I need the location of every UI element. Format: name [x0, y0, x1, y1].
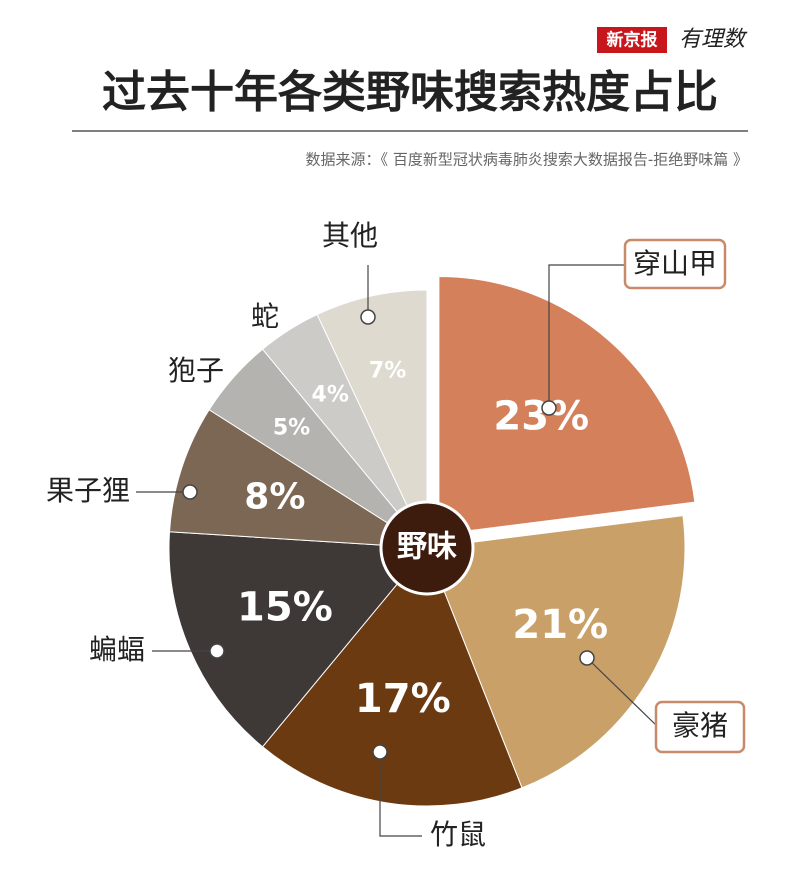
callout-dot [209, 643, 225, 659]
center-circle [379, 500, 475, 596]
callout-dot [372, 744, 388, 760]
callout-line [586, 657, 659, 728]
callout-line [379, 752, 422, 837]
brand: 新京报 [607, 30, 658, 51]
pie-slice [426, 515, 686, 789]
category-label: 蝙蝠 [89, 633, 145, 666]
callout-line [548, 264, 625, 408]
category-label: 其他 [322, 219, 378, 252]
callout-dot [579, 650, 595, 666]
value-label: 21% [512, 602, 608, 648]
category-label: 蛇 [251, 300, 279, 333]
callout-dot [541, 400, 557, 416]
source: 数据来源：《 百度新型冠状病毒肺炎搜索大数据报告-拒绝野味篇 》 [306, 151, 748, 169]
chart-title: 过去十年各类野味搜索热度占比 [102, 67, 718, 118]
value-label: 17% [355, 676, 451, 722]
category-label: 竹鼠 [430, 818, 486, 851]
value-label: 5% [273, 416, 310, 441]
category-label: 果子狸 [46, 474, 130, 507]
category-label: 穿山甲 [633, 247, 717, 280]
brand-box [597, 27, 667, 53]
value-label: 7% [369, 359, 406, 384]
pie-slice [168, 409, 428, 549]
category-label: 狍子 [168, 354, 224, 387]
pie-slice [261, 547, 523, 807]
label-box [654, 700, 746, 754]
center-label: 野味 [397, 530, 457, 565]
value-label: 23% [493, 393, 589, 439]
value-label: 15% [237, 584, 333, 630]
label-box [623, 238, 727, 290]
value-label: 4% [312, 383, 349, 408]
value-label: 8% [244, 477, 305, 518]
category-label: 豪猪 [672, 709, 728, 742]
pie-slice [316, 289, 428, 549]
callout-dot [182, 484, 198, 500]
pie-slice [438, 275, 696, 536]
callout-dot [360, 309, 376, 325]
column-name: 有理数 [679, 27, 748, 52]
